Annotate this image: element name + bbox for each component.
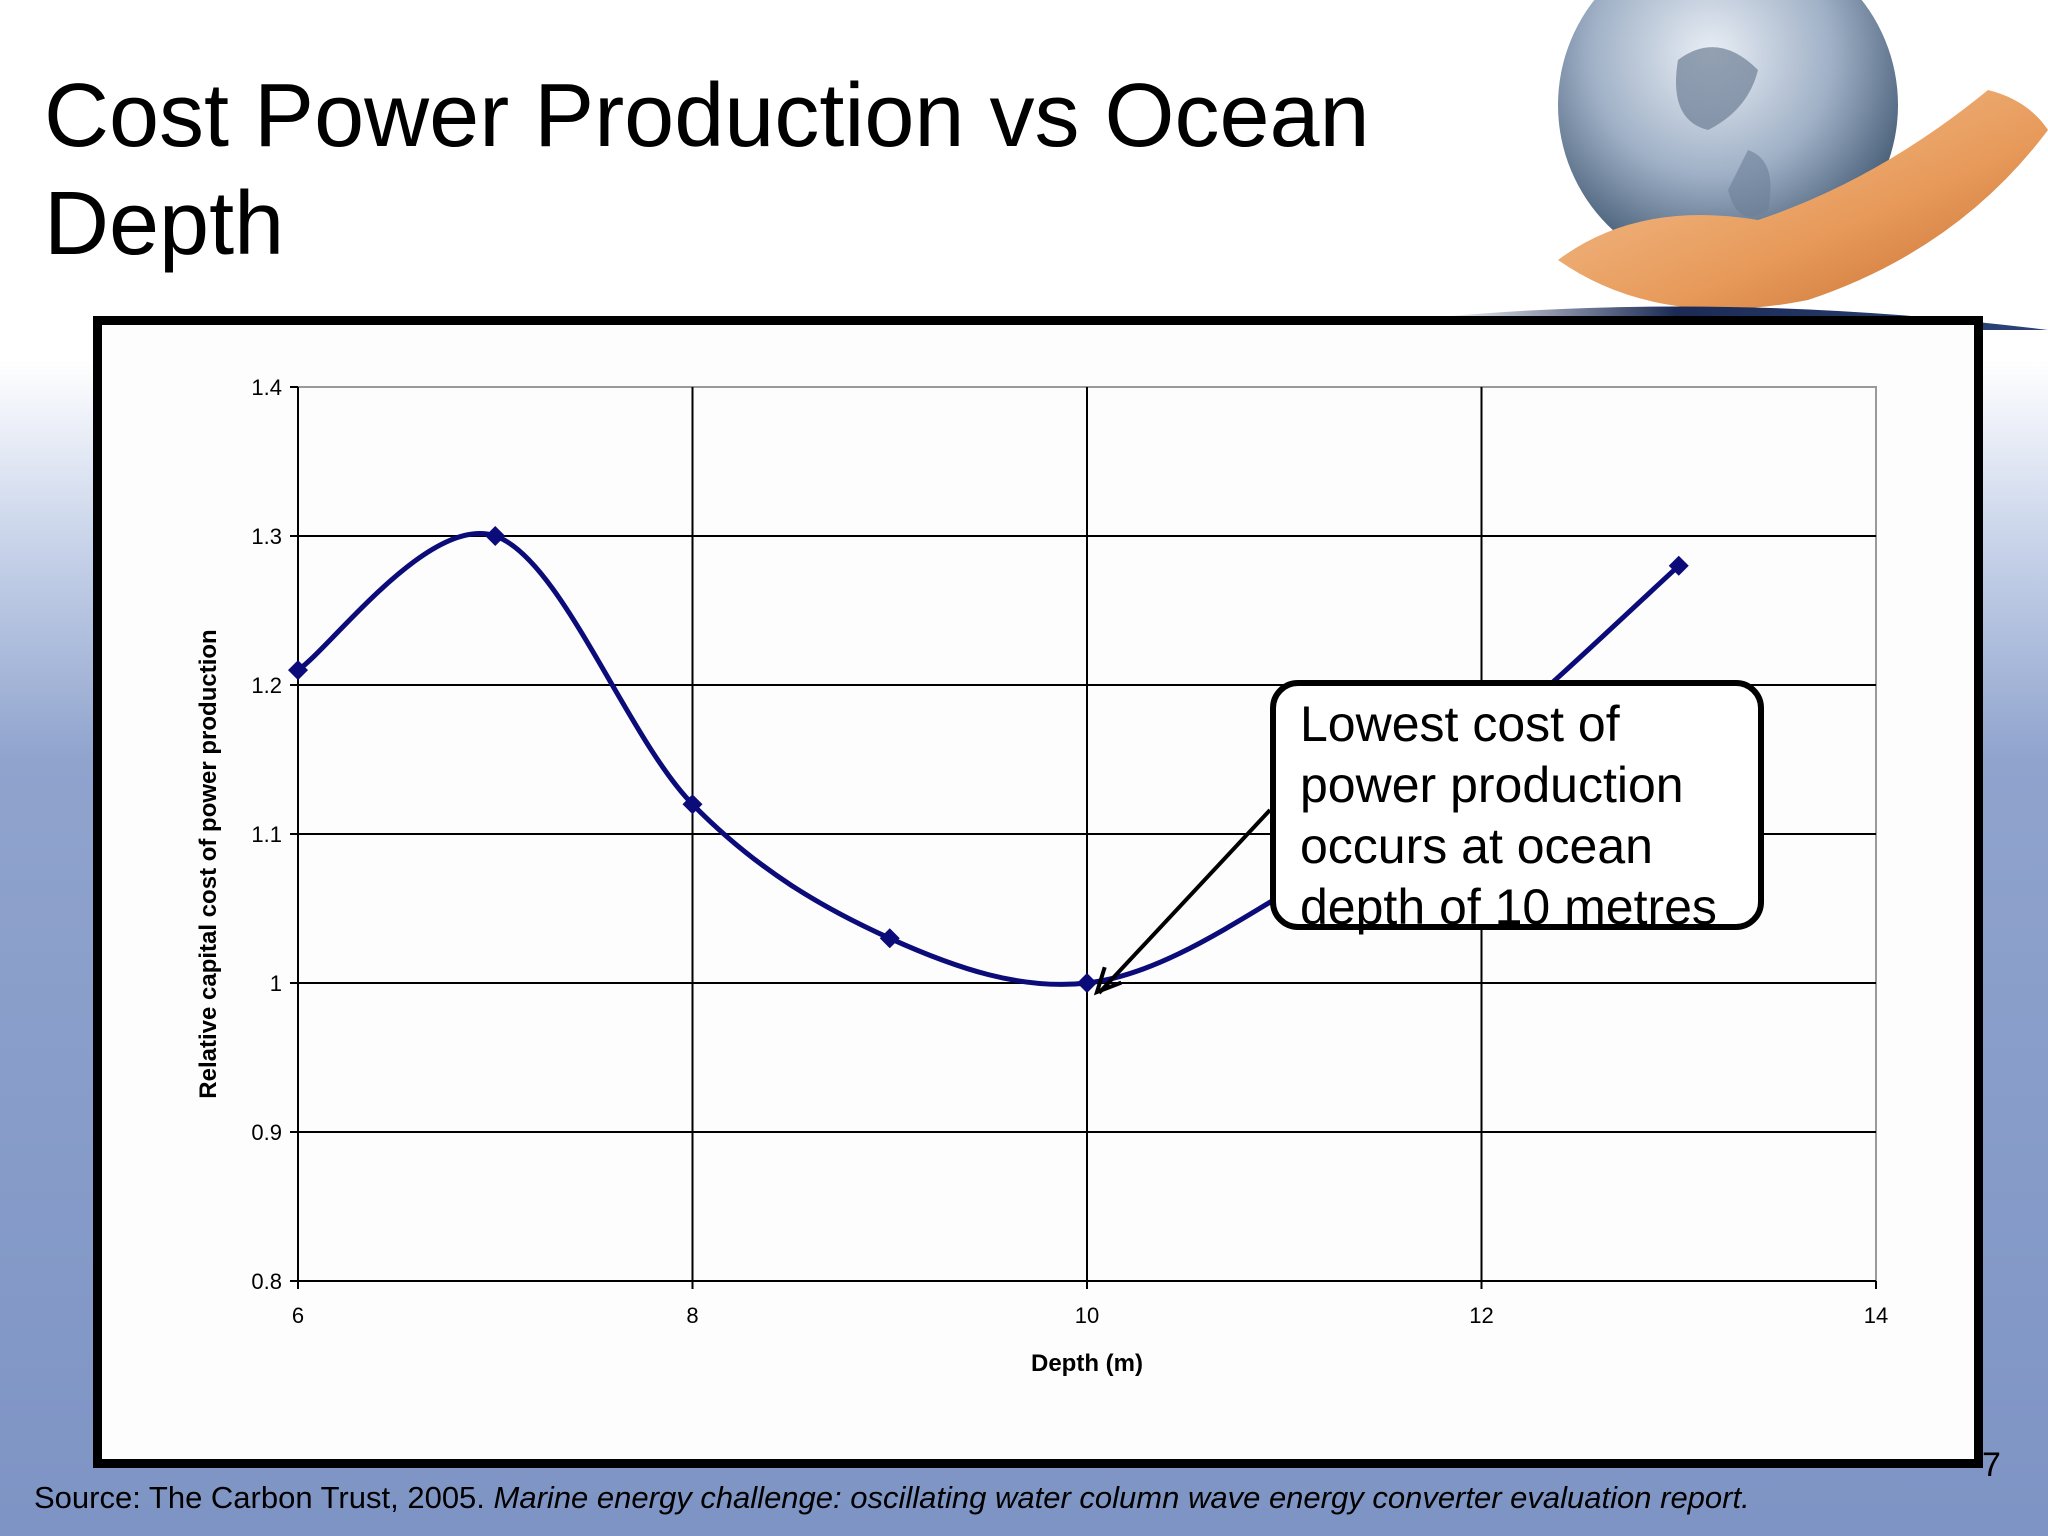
y-axis-label: Relative capital cost of power productio…	[195, 629, 222, 1098]
x-tick-label: 8	[686, 1303, 698, 1328]
y-tick-label: 0.8	[251, 1269, 282, 1294]
slide-title: Cost Power Production vs Ocean Depth	[44, 66, 1370, 274]
globe-in-hand-decoration	[1428, 0, 2048, 330]
y-tick-label: 0.9	[251, 1120, 282, 1145]
y-tick-label: 1.3	[251, 524, 282, 549]
source-citation: Source: The Carbon Trust, 2005. Marine e…	[34, 1480, 1994, 1516]
annotation-line: depth of 10 metres	[1300, 879, 1717, 935]
source-title: Marine energy challenge: oscillating wat…	[493, 1480, 1750, 1515]
data-point-marker	[879, 928, 900, 949]
y-tick-label: 1	[270, 971, 282, 996]
data-point-marker	[1077, 973, 1097, 993]
annotation-line: power production	[1300, 757, 1684, 813]
source-prefix: Source: The Carbon Trust, 2005.	[34, 1480, 485, 1515]
annotation-arrow-head	[1093, 966, 1122, 996]
x-tick-label: 10	[1075, 1303, 1099, 1328]
y-tick-label: 1.4	[251, 375, 282, 400]
data-point-marker	[682, 794, 703, 815]
x-axis-label: Depth (m)	[1031, 1350, 1143, 1377]
y-tick-label: 1.2	[251, 673, 282, 698]
annotation-arrow-line	[1097, 808, 1272, 995]
annotation-line: Lowest cost of	[1300, 696, 1620, 752]
x-tick-label: 12	[1469, 1303, 1493, 1328]
data-point-marker	[288, 660, 308, 681]
annotation-line: occurs at ocean	[1300, 818, 1653, 874]
annotation-callout: Lowest cost of power production occurs a…	[1270, 680, 1764, 935]
x-tick-label: 6	[292, 1303, 304, 1328]
x-tick-label: 14	[1864, 1303, 1888, 1328]
data-point-marker	[1668, 555, 1689, 576]
data-point-marker	[485, 526, 506, 546]
page-number: 7	[1982, 1446, 2001, 1484]
y-tick-label: 1.1	[251, 822, 282, 847]
